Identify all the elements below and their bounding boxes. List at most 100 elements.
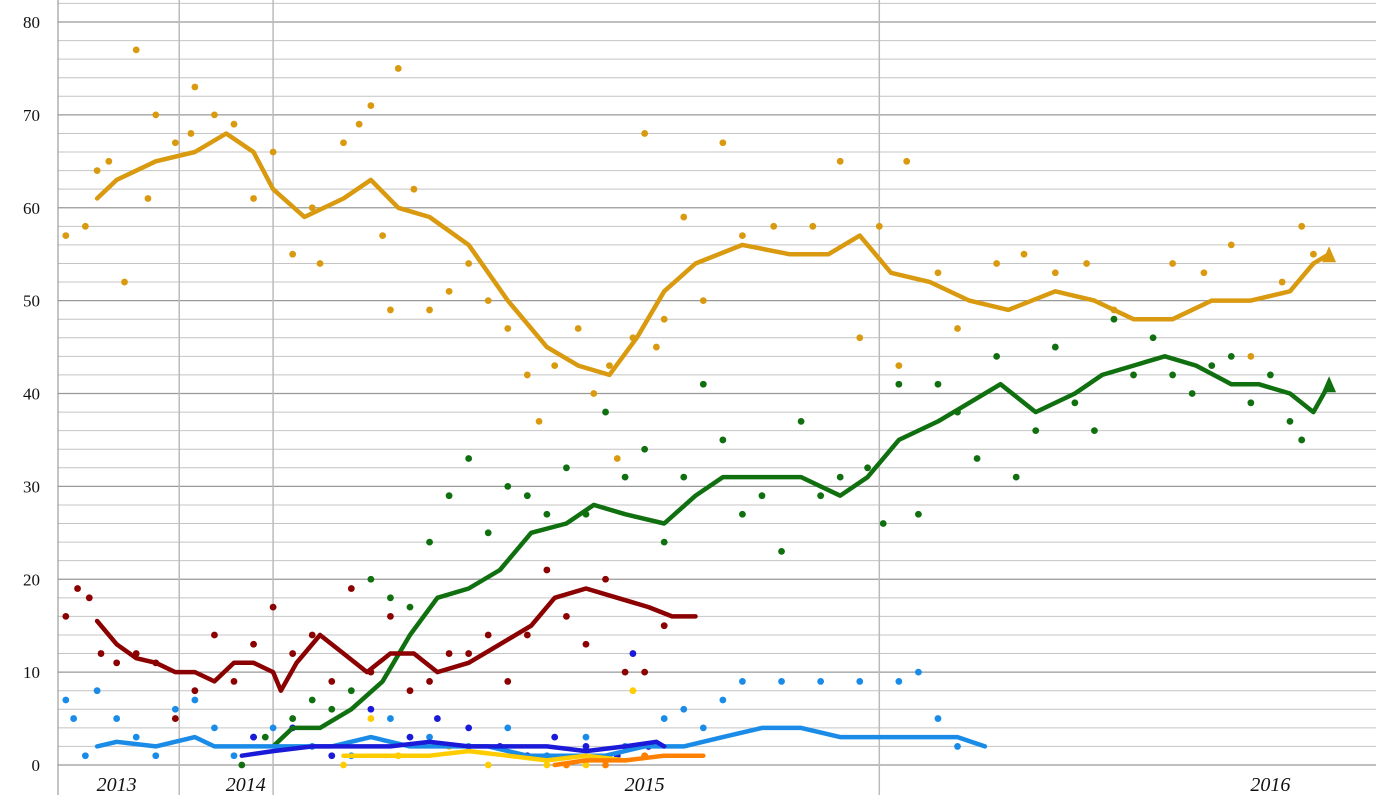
data-point — [699, 380, 707, 388]
data-point — [308, 631, 316, 639]
data-point — [97, 650, 105, 657]
data-point — [445, 492, 453, 500]
data-point — [817, 492, 825, 500]
data-point — [739, 678, 746, 685]
data-point — [1110, 315, 1118, 323]
y-tick-label: 10 — [23, 663, 40, 682]
data-point — [406, 687, 414, 695]
data-point — [1032, 427, 1040, 435]
data-point — [367, 705, 375, 713]
data-point — [856, 334, 864, 342]
data-point — [543, 510, 551, 518]
data-point — [934, 715, 942, 722]
data-point — [641, 668, 649, 676]
data-point — [864, 464, 871, 472]
data-point — [817, 678, 825, 685]
data-point — [230, 120, 238, 128]
axis-ticks: 0 10 20 30 40 50 60 70 80 2013 2014 2015 2016 — [23, 13, 1290, 796]
data-point — [340, 139, 347, 147]
series-line — [94, 725, 988, 758]
data-point — [387, 613, 394, 620]
grid — [57, 0, 1376, 795]
data-point — [1227, 241, 1235, 249]
data-point — [523, 492, 531, 500]
data-point — [895, 678, 903, 685]
data-point — [915, 510, 922, 518]
data-point — [641, 445, 649, 453]
data-point — [62, 696, 70, 704]
data-point — [563, 464, 570, 472]
series-arrow — [1322, 246, 1337, 263]
data-point — [62, 613, 70, 620]
data-point — [1188, 390, 1196, 397]
data-point — [875, 222, 883, 230]
series-line — [239, 739, 667, 758]
data-point — [367, 575, 375, 583]
data-point — [993, 352, 1001, 360]
data-point — [973, 455, 981, 462]
data-point — [387, 715, 394, 722]
x-tick-label: 2014 — [226, 774, 266, 796]
data-point — [394, 65, 402, 72]
data-point — [355, 120, 363, 128]
trend-lines — [94, 131, 1337, 768]
data-point — [74, 585, 81, 592]
data-point — [62, 232, 70, 240]
data-point — [680, 705, 688, 713]
data-point — [719, 696, 727, 704]
data-point — [171, 715, 179, 722]
data-point — [602, 575, 609, 583]
data-point — [289, 715, 297, 722]
data-point — [132, 46, 140, 54]
data-point — [1298, 436, 1306, 444]
data-point — [269, 603, 277, 611]
data-point — [934, 380, 942, 388]
data-point — [504, 724, 512, 732]
data-point — [629, 650, 637, 657]
data-point — [1169, 260, 1177, 267]
data-point — [238, 761, 246, 769]
data-point — [778, 678, 785, 685]
data-point — [1208, 362, 1216, 370]
data-point — [261, 733, 269, 741]
data-point — [93, 687, 101, 695]
data-point — [406, 733, 414, 741]
data-point — [289, 250, 297, 258]
data-point — [504, 678, 512, 685]
data-point — [191, 83, 199, 91]
data-point — [551, 733, 559, 741]
data-point — [230, 678, 238, 685]
data-point — [250, 640, 257, 648]
data-point — [797, 417, 805, 425]
series-line — [552, 753, 706, 768]
data-point — [1020, 250, 1028, 258]
data-point — [1169, 371, 1177, 379]
data-point — [347, 687, 355, 695]
data-point — [465, 724, 473, 732]
y-tick-label: 0 — [32, 756, 41, 775]
data-point — [836, 157, 844, 165]
data-point — [171, 705, 179, 713]
data-point — [269, 724, 277, 732]
data-point — [113, 659, 121, 667]
data-points — [62, 46, 1317, 769]
data-point — [426, 538, 433, 546]
data-point — [621, 668, 629, 676]
data-point — [81, 222, 89, 230]
data-point — [308, 204, 316, 212]
data-point — [70, 715, 78, 722]
data-point — [367, 715, 375, 722]
data-point — [187, 130, 195, 137]
data-point — [1267, 371, 1274, 379]
x-tick-label: 2013 — [97, 774, 137, 796]
data-point — [81, 752, 89, 760]
data-point — [582, 640, 590, 648]
data-point — [563, 613, 570, 620]
data-point — [379, 232, 387, 240]
data-point — [660, 315, 668, 323]
data-point — [316, 260, 324, 267]
data-point — [387, 306, 394, 314]
series-line — [270, 354, 1332, 749]
data-point — [543, 566, 551, 574]
